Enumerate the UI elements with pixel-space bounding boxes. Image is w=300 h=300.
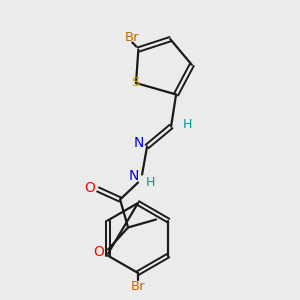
Text: O: O xyxy=(85,182,95,196)
Text: S: S xyxy=(131,76,139,89)
Text: Br: Br xyxy=(125,31,140,44)
Text: H: H xyxy=(182,118,192,131)
Text: N: N xyxy=(129,169,139,184)
Text: O: O xyxy=(94,245,104,260)
Text: Br: Br xyxy=(131,280,145,292)
Text: N: N xyxy=(134,136,144,151)
Text: H: H xyxy=(146,176,155,189)
